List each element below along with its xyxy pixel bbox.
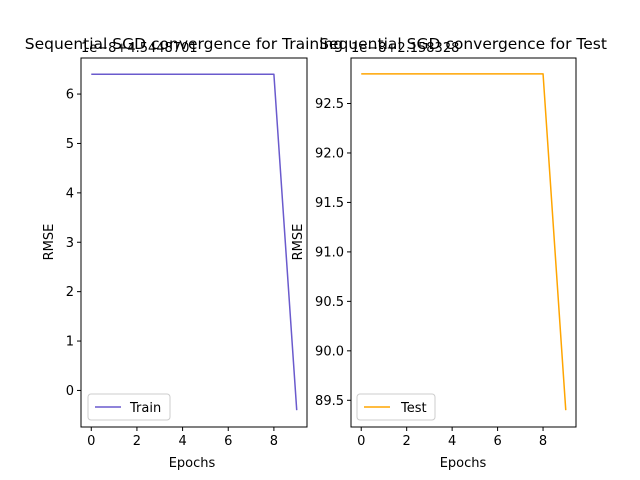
test-y-tick-label: 90.0	[315, 344, 344, 359]
test-x-axis-label: Epochs	[440, 456, 487, 471]
train-legend-box	[87, 393, 171, 421]
test-legend: Test	[356, 393, 436, 421]
train-x-tick-label: 4	[178, 434, 186, 449]
train-y-tick-label: 5	[66, 137, 74, 152]
train-y-tick-label: 0	[66, 384, 74, 399]
test-chart-title: Sequential SGD convergence for Test	[319, 35, 607, 53]
train-y-tick-label: 6	[66, 88, 74, 103]
train-y-tick-label: 4	[66, 186, 74, 201]
train-x-tick-label: 0	[87, 434, 95, 449]
test-x-tick-label: 6	[493, 434, 501, 449]
train-subplot: Sequential SGD convergence for Training …	[25, 35, 343, 471]
test-series-line	[361, 73, 567, 411]
train-x-tick-label: 2	[133, 434, 141, 449]
train-series-line	[91, 73, 298, 411]
test-y-offset-text: 1e−8+2.158328	[351, 41, 459, 56]
train-chart-title: Sequential SGD convergence for Training	[25, 35, 343, 53]
train-y-tick-label: 1	[66, 335, 74, 350]
train-x-tick-label: 8	[270, 434, 278, 449]
test-legend-label: Test	[400, 401, 427, 416]
test-y-tick-label: 92.5	[315, 97, 344, 112]
test-y-axis-label: RMSE	[291, 224, 306, 261]
test-legend-box	[356, 393, 436, 421]
test-x-tick-label: 2	[403, 434, 411, 449]
test-x-tick-label: 0	[357, 434, 365, 449]
train-x-tick-label: 6	[224, 434, 232, 449]
test-plot-frame	[350, 57, 577, 428]
train-y-axis-label: RMSE	[42, 224, 57, 261]
test-y-tick-label: 89.5	[315, 394, 344, 409]
test-x-tick-label: 8	[539, 434, 547, 449]
test-y-tick-label: 91.0	[315, 245, 344, 260]
train-y-tick-label: 3	[66, 236, 74, 251]
train-y-offset-text: 1e−8+4.5448701	[81, 41, 198, 56]
test-y-tick-label: 90.5	[315, 295, 344, 310]
test-y-tick-label: 92.0	[315, 146, 344, 161]
test-x-tick-label: 4	[448, 434, 456, 449]
test-marks: 0 2 4 6 8 89.5 90.0 90.5 91.0 91.5 92.0 92.5	[315, 73, 567, 449]
train-x-axis-label: Epochs	[169, 456, 216, 471]
train-legend: Train	[87, 393, 171, 421]
train-y-tick-label: 2	[66, 285, 74, 300]
train-plot-frame	[80, 57, 308, 428]
train-marks: 0 2 4 6 8 0 1 2 3 4 5 6	[66, 73, 298, 449]
train-legend-label: Train	[129, 401, 161, 416]
test-subplot: Sequential SGD convergence for Test 1e−8…	[291, 35, 607, 471]
test-y-tick-label: 91.5	[315, 196, 344, 211]
